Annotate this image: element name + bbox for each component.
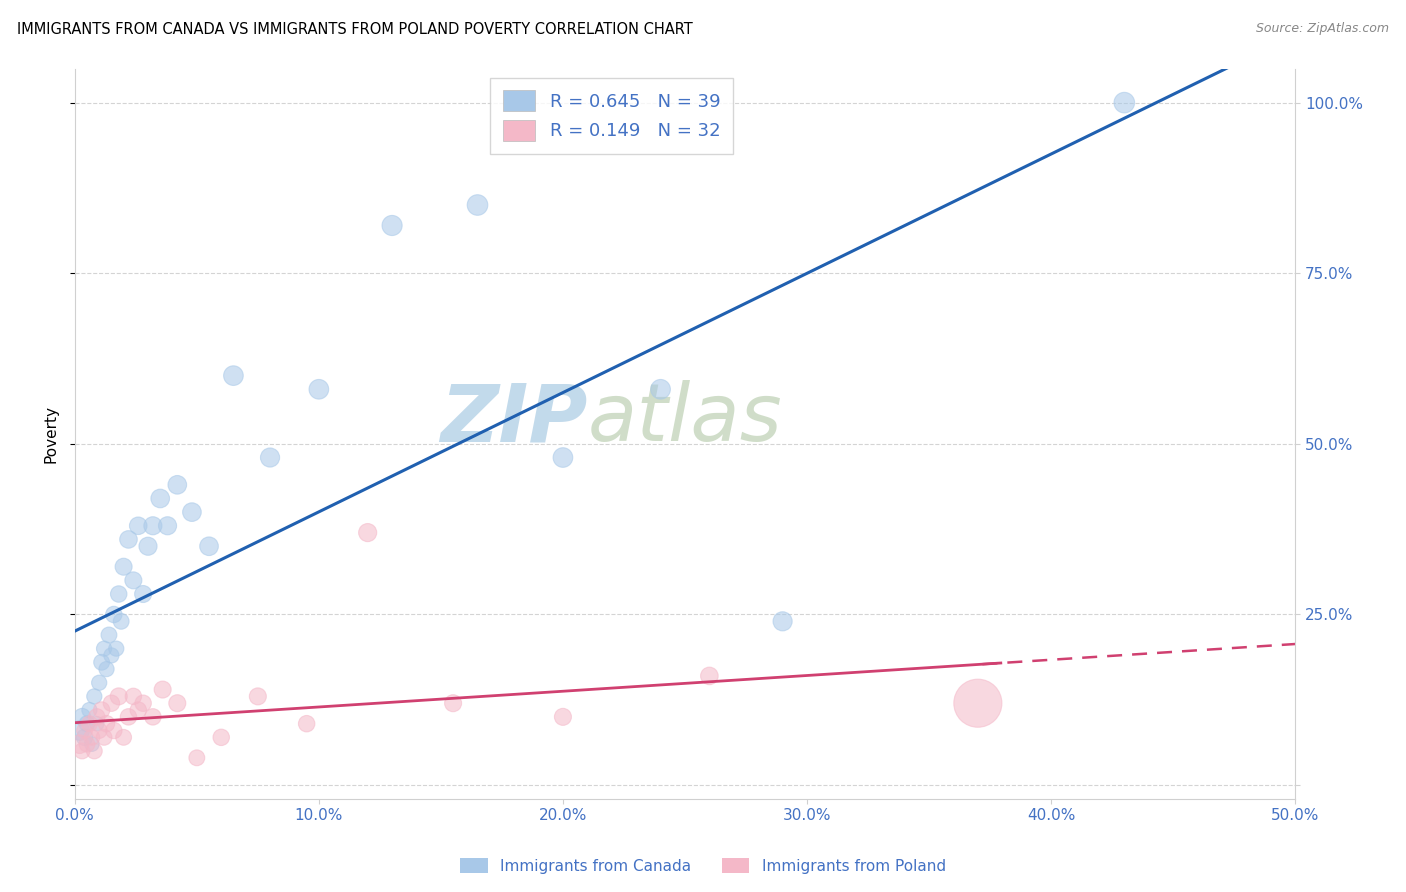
Point	[83, 690, 105, 704]
Point	[73, 723, 96, 738]
Point	[222, 368, 245, 383]
Point	[441, 696, 464, 710]
Point	[79, 703, 101, 717]
Point	[73, 731, 96, 745]
Point	[132, 696, 155, 710]
Point	[90, 703, 112, 717]
Point	[83, 744, 105, 758]
Point	[93, 641, 115, 656]
Point	[80, 731, 103, 745]
Point	[152, 682, 174, 697]
Point	[69, 737, 91, 751]
Point	[100, 648, 122, 663]
Point	[100, 696, 122, 710]
Point	[357, 525, 380, 540]
Text: ZIP: ZIP	[440, 380, 588, 458]
Point	[89, 723, 111, 738]
Point	[80, 737, 103, 751]
Point	[295, 716, 318, 731]
Point	[97, 628, 120, 642]
Point	[117, 533, 139, 547]
Text: IMMIGRANTS FROM CANADA VS IMMIGRANTS FROM POLAND POVERTY CORRELATION CHART: IMMIGRANTS FROM CANADA VS IMMIGRANTS FRO…	[17, 22, 693, 37]
Point	[86, 716, 108, 731]
Point	[86, 710, 108, 724]
Point	[89, 675, 111, 690]
Point	[107, 690, 129, 704]
Point	[105, 641, 128, 656]
Point	[1114, 95, 1136, 110]
Point	[966, 696, 988, 710]
Point	[198, 539, 221, 553]
Point	[103, 723, 125, 738]
Point	[246, 690, 269, 704]
Point	[181, 505, 204, 519]
Point	[70, 710, 93, 724]
Point	[93, 731, 115, 745]
Point	[259, 450, 281, 465]
Point	[308, 382, 330, 396]
Point	[381, 219, 404, 233]
Point	[186, 751, 208, 765]
Y-axis label: Poverty: Poverty	[44, 405, 58, 463]
Point	[142, 710, 165, 724]
Point	[117, 710, 139, 724]
Point	[76, 716, 98, 731]
Text: atlas: atlas	[588, 380, 782, 458]
Point	[127, 518, 149, 533]
Point	[699, 669, 721, 683]
Point	[650, 382, 672, 396]
Point	[467, 198, 489, 212]
Text: Source: ZipAtlas.com: Source: ZipAtlas.com	[1256, 22, 1389, 36]
Point	[122, 690, 145, 704]
Point	[156, 518, 179, 533]
Point	[70, 744, 93, 758]
Point	[103, 607, 125, 622]
Point	[112, 731, 135, 745]
Point	[142, 518, 165, 533]
Point	[127, 703, 149, 717]
Point	[551, 710, 574, 724]
Point	[772, 615, 794, 629]
Point	[96, 716, 118, 731]
Legend: Immigrants from Canada, Immigrants from Poland: Immigrants from Canada, Immigrants from …	[454, 852, 952, 880]
Point	[107, 587, 129, 601]
Point	[551, 450, 574, 465]
Point	[69, 723, 91, 738]
Legend: R = 0.645   N = 39, R = 0.149   N = 32: R = 0.645 N = 39, R = 0.149 N = 32	[491, 78, 733, 153]
Point	[209, 731, 232, 745]
Point	[136, 539, 159, 553]
Point	[76, 737, 98, 751]
Point	[122, 574, 145, 588]
Point	[166, 696, 188, 710]
Point	[149, 491, 172, 506]
Point	[112, 559, 135, 574]
Point	[166, 478, 188, 492]
Point	[79, 716, 101, 731]
Point	[132, 587, 155, 601]
Point	[110, 615, 132, 629]
Point	[96, 662, 118, 676]
Point	[90, 655, 112, 669]
